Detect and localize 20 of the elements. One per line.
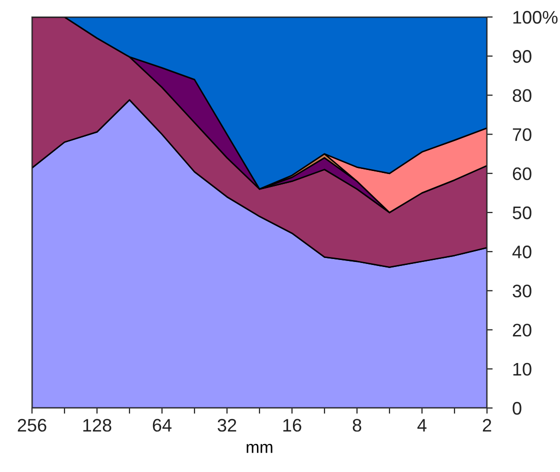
x-tick-label: 256 — [18, 418, 46, 432]
y-tick-label: 20 — [512, 324, 532, 337]
y-tick-label: 80 — [512, 89, 532, 102]
x-tick-label: 128 — [83, 418, 112, 432]
y-tick-label: 10 — [513, 362, 532, 376]
x-axis-title: mm — [246, 444, 272, 453]
y-tick-label: 0 — [512, 402, 522, 415]
x-tick-label: 4 — [417, 419, 426, 432]
x-tick-label: 8 — [352, 418, 362, 432]
y-tick-label: 100% — [513, 10, 558, 24]
y-tick-label: 70 — [512, 128, 532, 142]
y-tick-label: 30 — [512, 284, 532, 298]
y-tick-label: 90 — [512, 50, 532, 63]
x-tick-label: 16 — [283, 418, 302, 432]
x-tick-label: 32 — [218, 418, 236, 432]
y-tick-label: 40 — [512, 246, 532, 258]
y-tick-label: 60 — [512, 167, 532, 180]
y-tick-label: 50 — [512, 206, 532, 220]
x-tick-label: 64 — [152, 418, 172, 432]
x-tick-label: 2 — [482, 418, 492, 432]
